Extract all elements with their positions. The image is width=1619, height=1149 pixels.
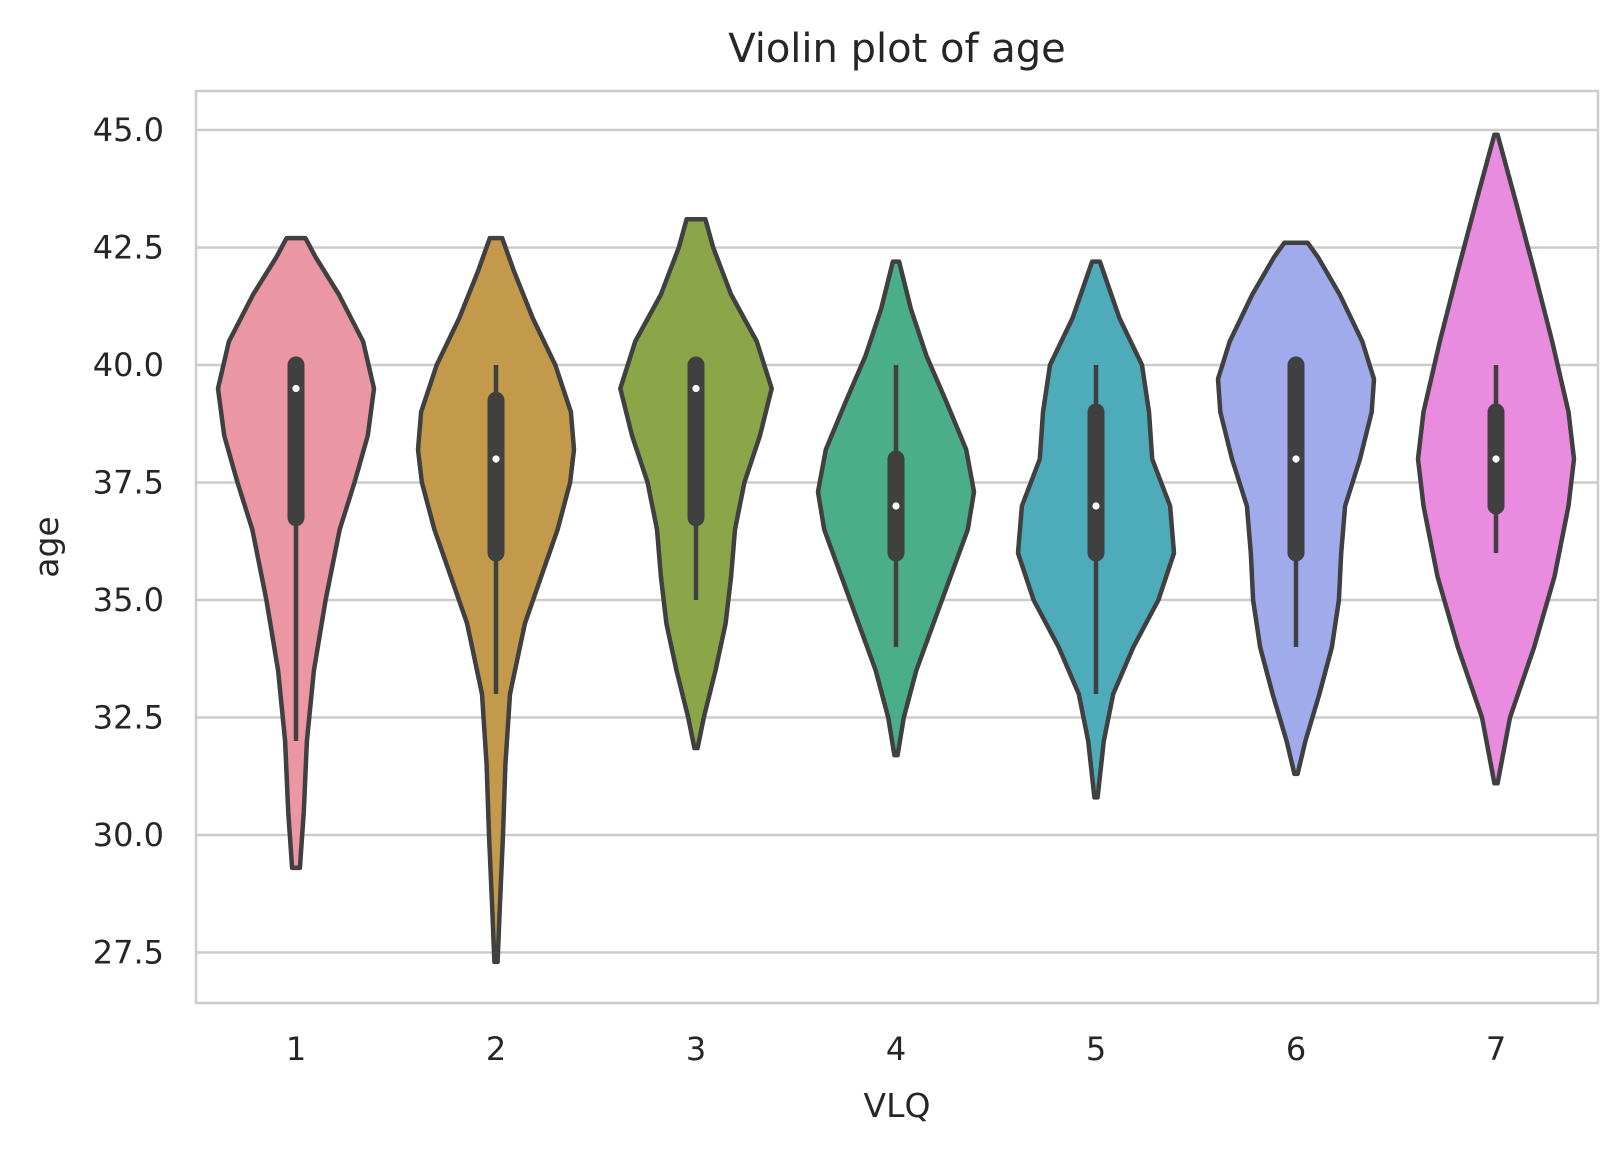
violin-group	[815, 259, 977, 758]
x-tick-label: 7	[1486, 1030, 1506, 1068]
violin-group	[618, 217, 774, 751]
median-dot	[292, 384, 300, 393]
x-tick-labels: 1 2 3 4 5 6 7	[286, 1030, 1506, 1068]
violin-group	[215, 235, 377, 871]
chart-title: Violin plot of age	[728, 26, 1066, 72]
median-dot	[692, 384, 700, 393]
x-axis-label: VLQ	[864, 1086, 931, 1125]
y-tick-label: 42.5	[93, 229, 164, 267]
y-tick-label: 30.0	[93, 816, 164, 854]
y-tick-label: 32.5	[93, 699, 164, 737]
y-axis-label: age	[27, 516, 66, 577]
x-tick-label: 6	[1286, 1030, 1306, 1068]
x-tick-label: 3	[686, 1030, 706, 1068]
x-tick-label: 2	[486, 1030, 506, 1068]
x-tick-label: 5	[1086, 1030, 1106, 1068]
y-tick-label: 35.0	[93, 581, 164, 619]
median-dot	[1492, 455, 1500, 463]
y-tick-labels: 27.5 30.0 32.5 35.0 37.5 40.0 42.5 45.0	[93, 111, 164, 972]
violin-group	[1415, 132, 1577, 786]
x-tick-label: 1	[286, 1030, 306, 1068]
x-tick-label: 4	[886, 1030, 906, 1068]
plot-frame	[194, 89, 1600, 1005]
y-tick-label: 27.5	[93, 934, 164, 972]
violins	[215, 132, 1577, 965]
violin-group	[1015, 259, 1177, 800]
violin-group	[415, 235, 577, 965]
median-dot	[1292, 455, 1300, 463]
median-dot	[1092, 502, 1100, 510]
median-dot	[892, 502, 900, 510]
median-dot	[492, 455, 500, 463]
y-tick-label: 45.0	[93, 111, 164, 149]
y-tick-label: 40.0	[93, 346, 164, 384]
violin-group	[1215, 240, 1377, 777]
y-tick-label: 37.5	[93, 464, 164, 502]
